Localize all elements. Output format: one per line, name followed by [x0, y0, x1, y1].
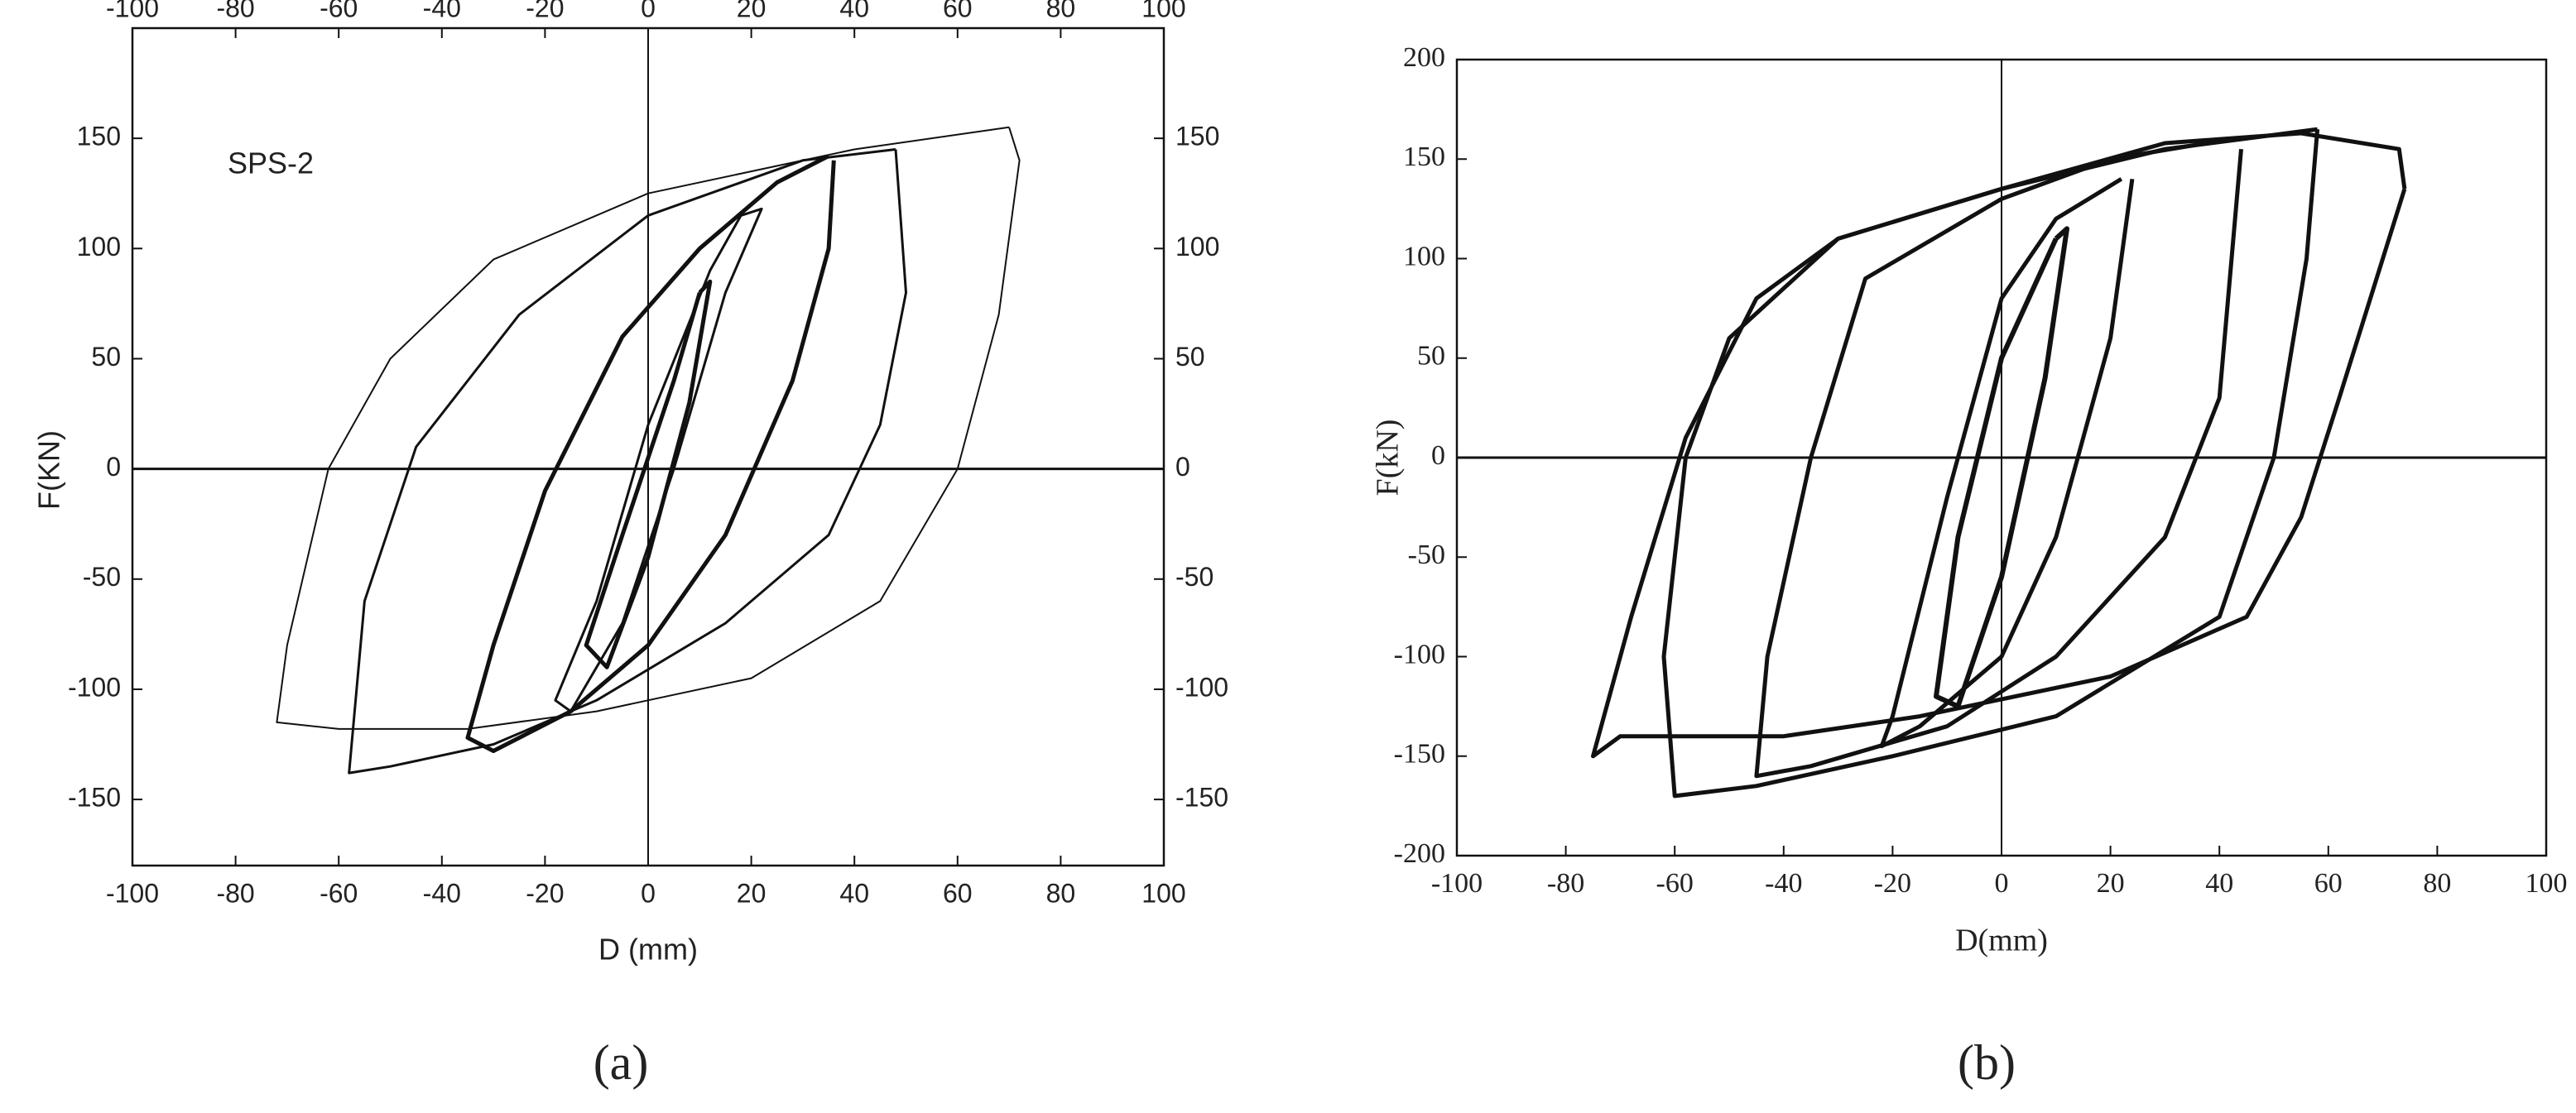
x-tick-label: 0: [641, 878, 656, 908]
x2-tick-label: 60: [943, 0, 973, 22]
x-tick-label: -60: [320, 878, 358, 908]
x2-tick-label: -100: [106, 0, 159, 22]
caption: (a): [594, 1035, 649, 1090]
x-tick-label: 80: [2423, 868, 2451, 899]
x-tick-label: 40: [839, 878, 869, 908]
x2-tick-label: -40: [423, 0, 461, 22]
y-tick-label: -100: [68, 672, 121, 702]
x-tick-label: -60: [1656, 868, 1694, 899]
x2-tick-label: 0: [641, 0, 656, 22]
x-tick-label: 0: [1995, 868, 2009, 899]
hysteresis-loop: [465, 154, 836, 753]
caption: (b): [1958, 1035, 2016, 1090]
y-tick-label: -100: [1394, 639, 1445, 669]
y2-tick-label: 150: [1175, 122, 1219, 151]
y-tick-label: -150: [68, 783, 121, 813]
y-tick-label: 150: [77, 122, 121, 151]
y-axis-label: F(kN): [1371, 420, 1406, 497]
x-tick-label: 60: [943, 878, 973, 908]
x-tick-label: -80: [1547, 868, 1584, 899]
x-axis-label: D(mm): [1955, 924, 2048, 958]
x2-tick-label: 40: [839, 0, 869, 22]
annotation: SPS-2: [228, 146, 314, 180]
x2-tick-label: 100: [1141, 0, 1185, 22]
x2-tick-label: -20: [526, 0, 564, 22]
y-tick-label: 100: [1403, 241, 1445, 271]
y-tick-label: 150: [1403, 142, 1445, 172]
y2-tick-label: -50: [1175, 562, 1214, 592]
x2-tick-label: -80: [216, 0, 254, 22]
hysteresis-loop: [584, 279, 713, 669]
x-tick-label: -40: [1765, 868, 1802, 899]
x-tick-label: -100: [1431, 868, 1483, 899]
y-tick-label: 50: [91, 342, 121, 372]
x-tick-label: -80: [216, 878, 254, 908]
x2-tick-label: 80: [1046, 0, 1076, 22]
y-tick-label: 0: [106, 452, 121, 482]
hysteresis-loop: [1879, 177, 2135, 749]
y-tick-label: -50: [1408, 540, 1445, 570]
x2-tick-label: -60: [320, 0, 358, 22]
panel-a: SPS-2 D (mm) F(KN) (a) -100 -80 -60 -40 -20 0…: [32, 0, 1229, 1090]
y2-tick-label: 50: [1175, 342, 1205, 372]
x-tick-label: 100: [2526, 868, 2568, 899]
x-tick-label: 80: [1046, 878, 1076, 908]
y2-tick-label: 0: [1175, 452, 1190, 482]
hysteresis-loop: [276, 126, 1021, 730]
x-tick-label: -20: [526, 878, 564, 908]
x-axis-label: D (mm): [598, 933, 698, 967]
y2-tick-label: -150: [1175, 783, 1228, 813]
x-tick-label: -100: [106, 878, 159, 908]
x-tick-label: 40: [2205, 868, 2233, 899]
y-tick-label: -50: [83, 562, 121, 592]
hysteresis-loop: [1754, 137, 2243, 779]
x-tick-label: -20: [1874, 868, 1911, 899]
y-tick-label: 200: [1403, 42, 1445, 73]
y-tick-label: -200: [1394, 838, 1445, 869]
hysteresis-loop: [1591, 131, 2407, 759]
y-tick-label: -150: [1394, 739, 1445, 770]
x-tick-label: 20: [2097, 868, 2125, 899]
y2-tick-label: 100: [1175, 232, 1219, 261]
hysteresis-loop: [554, 207, 763, 713]
x-tick-label: 20: [737, 878, 767, 908]
y-tick-label: 0: [1431, 440, 1445, 471]
y2-tick-label: -100: [1175, 672, 1228, 702]
hysteresis-loop: [348, 148, 907, 775]
panel-b: D(mm) F(kN) (b) -100 -80 -60 -40 -20 0 20 40 60 8…: [1371, 42, 2568, 1090]
y-tick-label: 50: [1417, 341, 1445, 372]
x-tick-label: 100: [1141, 878, 1185, 908]
y-tick-label: 100: [77, 232, 121, 261]
y-axis-label: F(KN): [32, 430, 66, 510]
x-tick-label: 60: [2314, 868, 2343, 899]
x-tick-label: -40: [423, 878, 461, 908]
x2-tick-label: 20: [737, 0, 767, 22]
